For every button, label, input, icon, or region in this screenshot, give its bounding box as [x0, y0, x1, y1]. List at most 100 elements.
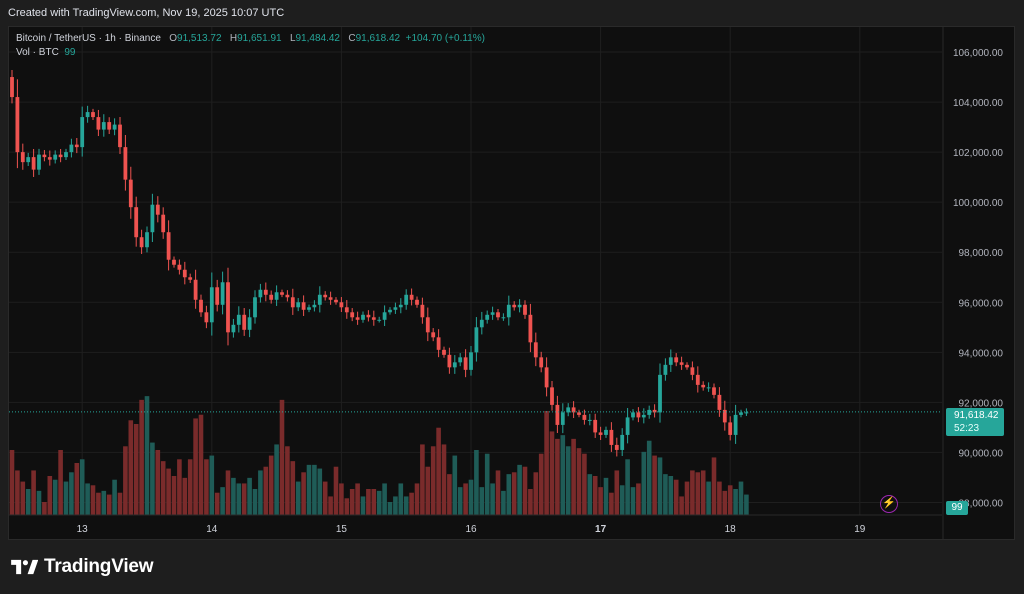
close-key: C [348, 33, 356, 44]
candle-body [658, 374, 662, 413]
candle-body [463, 357, 468, 370]
volume-bar [727, 485, 733, 515]
volume-bar [214, 492, 220, 515]
volume-bar [236, 483, 242, 515]
volume-bar [382, 483, 387, 515]
x-tick-label: 16 [465, 524, 477, 535]
tradingview-brand[interactable]: TradingView [10, 556, 154, 578]
low-key: L [289, 33, 296, 44]
volume-bar [231, 477, 236, 515]
volume-bar [420, 444, 425, 515]
candle-body [58, 154, 63, 158]
candle-body [350, 312, 355, 318]
volume-bar [571, 438, 576, 515]
candle-body [182, 269, 187, 278]
volume-bar [598, 487, 603, 515]
candle-body [436, 337, 441, 350]
volume-bar [9, 450, 15, 515]
volume-bar [511, 472, 517, 515]
legend-row-ohlc: Bitcoin / TetherUS · 1h · Binance O91,51… [16, 32, 485, 46]
y-tick-label: 96,000.00 [959, 298, 1004, 309]
volume-bar [533, 472, 539, 515]
candle-body [280, 292, 284, 295]
volume-bar [263, 466, 269, 515]
chart-frame[interactable] [8, 26, 1015, 540]
volume-bar [501, 490, 506, 515]
candle-body [609, 429, 614, 445]
volume-bar [484, 453, 490, 515]
candle-body [393, 307, 398, 310]
candle-body [674, 357, 679, 363]
candle-body [155, 204, 160, 215]
volume-bar [182, 477, 188, 515]
volume-bar [79, 459, 85, 515]
candle-body [371, 317, 376, 320]
volume-bar [425, 466, 431, 515]
volume-bar [85, 483, 90, 515]
y-tick-label: 94,000.00 [959, 348, 1004, 359]
volume-bar [673, 479, 679, 515]
candle-body [366, 314, 371, 318]
volume-bar [344, 498, 350, 515]
volume-bar [490, 483, 495, 515]
volume-label[interactable]: Vol · BTC [16, 47, 59, 58]
y-tick-label: 88,000.00 [959, 498, 1004, 509]
volume-bar [90, 485, 96, 515]
candle-body [161, 214, 166, 233]
candle-body [339, 302, 344, 308]
tradingview-logo-icon [11, 559, 38, 575]
candle-body [150, 204, 155, 233]
volume-bar [555, 438, 560, 515]
volume-bar [106, 494, 112, 515]
volume-bar [441, 444, 447, 515]
volume-bar [290, 461, 296, 515]
volume-bar [625, 459, 630, 515]
volume-bar [544, 411, 549, 515]
candle-body [15, 97, 20, 153]
volume-bar [398, 483, 404, 515]
candle-body [215, 287, 220, 305]
volume-bar [63, 481, 69, 515]
volume-bar [274, 444, 279, 515]
candle-body [47, 157, 52, 160]
candle-body [53, 154, 58, 160]
volume-bar [430, 446, 436, 515]
candle-body [512, 304, 517, 308]
candle-body [506, 304, 511, 318]
symbol-label[interactable]: Bitcoin / TetherUS · 1h · Binance [16, 33, 161, 44]
candle-body [31, 157, 36, 170]
candle-body [593, 419, 598, 433]
y-tick-label: 106,000.00 [953, 48, 1003, 59]
volume-bar [528, 489, 533, 515]
candle-body [625, 417, 630, 435]
volume-bar [306, 464, 312, 515]
volume-bar [409, 492, 414, 515]
volume-tag: 99 [946, 501, 968, 515]
volume-bar [614, 470, 620, 515]
candle-body [91, 112, 95, 118]
volume-bar [360, 496, 366, 515]
candle-body [647, 409, 652, 415]
candle-body [307, 307, 311, 310]
volume-bar [268, 455, 274, 515]
candle-body [344, 307, 349, 313]
volume-bar [339, 483, 344, 515]
candle-body [539, 357, 544, 368]
bar-countdown: 52:23 [954, 423, 980, 434]
volume-bar [414, 483, 420, 515]
volume-bar [47, 476, 53, 515]
candle-body [328, 297, 333, 300]
candle-body [269, 294, 274, 300]
candle-body [10, 77, 14, 98]
candle-body [42, 154, 47, 158]
change-value: +104.70 (+0.11%) [405, 33, 485, 44]
candle-body [134, 207, 139, 238]
volume-bar [387, 502, 393, 515]
volume-bar [133, 424, 139, 515]
volume-bar [495, 470, 501, 515]
y-tick-label: 92,000.00 [959, 398, 1004, 409]
lightning-icon[interactable]: ⚡ [880, 495, 898, 513]
candle-body [474, 327, 479, 353]
candle-body [20, 152, 25, 163]
